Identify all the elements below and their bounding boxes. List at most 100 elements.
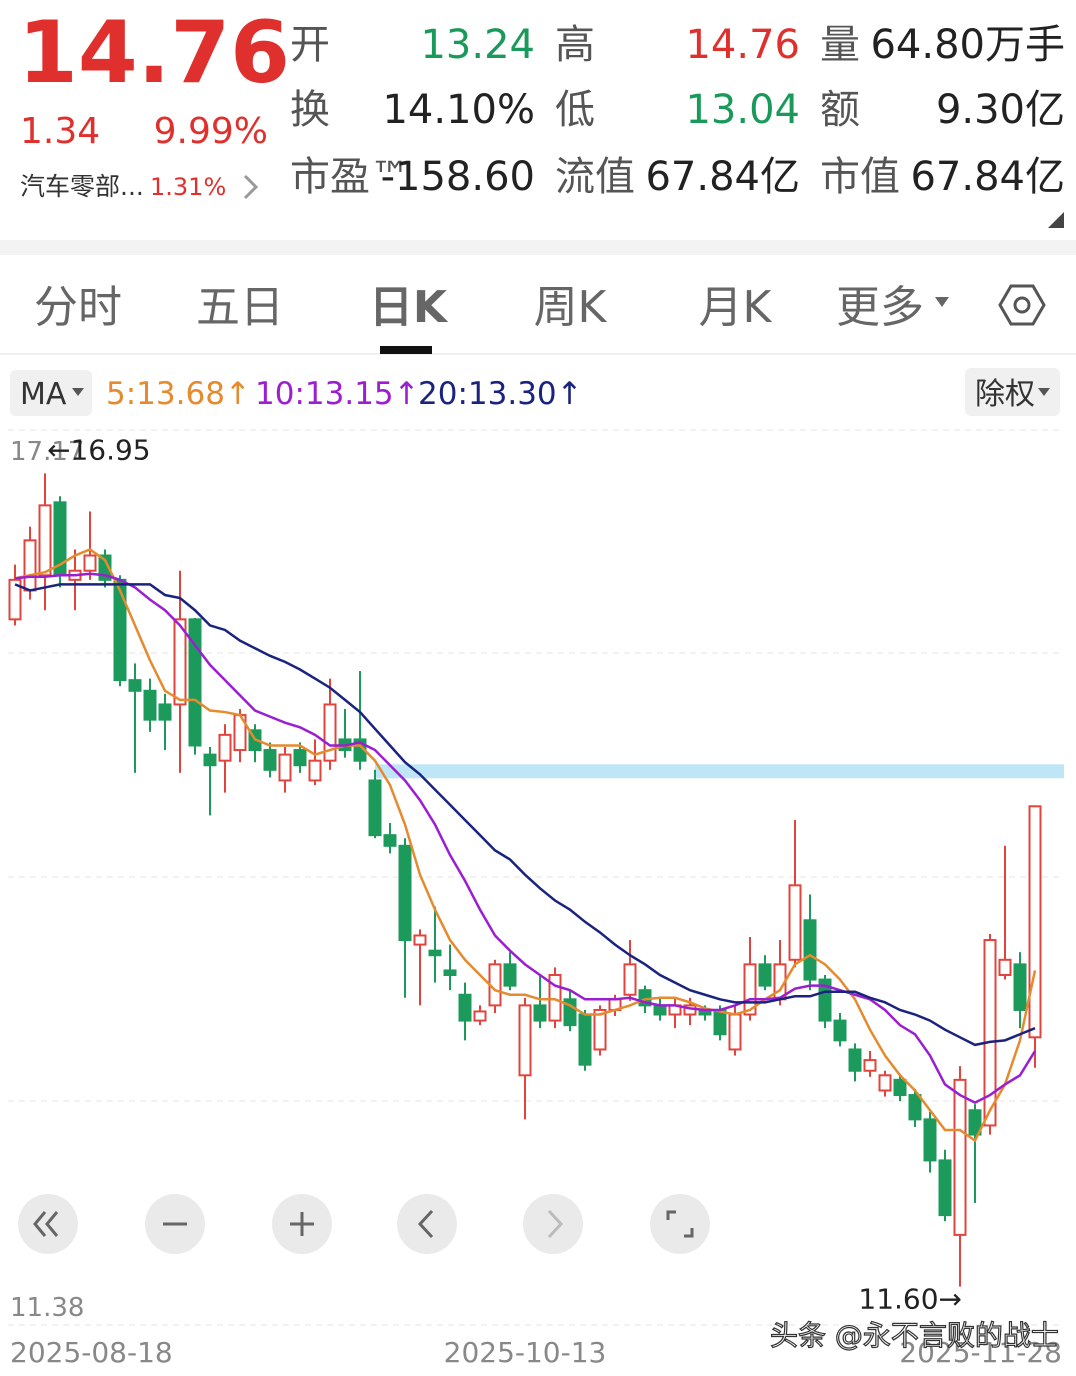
- change: 1.34: [20, 111, 100, 152]
- max-annotation: ←16.95: [47, 433, 151, 466]
- fullscreen[interactable]: [650, 1194, 710, 1254]
- tab[interactable]: 周K: [534, 282, 608, 333]
- candle-body: [983, 939, 997, 1127]
- tab[interactable]: 分时: [34, 282, 122, 333]
- watermark: 头条 @永不言败的战士: [770, 1319, 1059, 1352]
- candle-body: [473, 1010, 487, 1022]
- candle-body: [383, 834, 397, 847]
- candle-body: [788, 884, 802, 961]
- candle-body: [878, 1074, 892, 1092]
- candle-body: [503, 963, 517, 987]
- field-value: 13.24: [420, 22, 535, 68]
- candle-body: [143, 689, 157, 721]
- candle-body: [293, 749, 307, 767]
- x-tick-label: 2025-10-13: [444, 1336, 607, 1369]
- tab[interactable]: 更多: [836, 282, 924, 333]
- candle-body: [863, 1059, 877, 1072]
- candle-body: [758, 963, 772, 987]
- adjust-button-label[interactable]: 除权: [975, 377, 1035, 412]
- candle-body: [113, 578, 127, 682]
- field-label: 量: [820, 22, 860, 68]
- adjust-button[interactable]: [965, 368, 1060, 416]
- candle-body: [728, 1013, 742, 1051]
- separator: [0, 353, 1076, 355]
- candle-body: [893, 1078, 907, 1097]
- candle-body: [1013, 963, 1027, 1011]
- min-annotation: 11.60→: [858, 1283, 962, 1316]
- prev[interactable]: [397, 1194, 457, 1254]
- chart-controls: [18, 1194, 710, 1254]
- field-label: 市值: [820, 154, 900, 200]
- y-tick-label: 11.38: [10, 1293, 84, 1323]
- candle-body: [743, 963, 757, 1016]
- x-tick-label: 2025-11-28: [899, 1336, 1062, 1369]
- sector[interactable]: 汽车零部...: [20, 172, 144, 201]
- field-label: 低: [555, 87, 595, 133]
- x-tick-label: 2025-08-18: [10, 1336, 173, 1369]
- candle-body: [533, 1004, 547, 1022]
- candle-body: [173, 618, 187, 706]
- sector-pct: 1.31%: [150, 173, 226, 201]
- candle-body: [8, 578, 22, 621]
- level-line: [375, 764, 1064, 779]
- candle-body: [653, 1004, 667, 1016]
- candle-body: [83, 554, 97, 572]
- ma-line: [14, 572, 1037, 1105]
- field-value: 67.84亿: [910, 154, 1065, 200]
- candle-body: [263, 749, 277, 771]
- field-value: 67.84亿: [645, 154, 800, 200]
- candle-body: [38, 504, 52, 577]
- settings-icon[interactable]: [998, 284, 1046, 326]
- field-label: 高: [555, 22, 595, 68]
- ma-button[interactable]: [10, 370, 92, 416]
- field-value: -158.60: [381, 154, 535, 200]
- legend-entry: 10:13.15↑: [255, 376, 420, 412]
- candle-body: [428, 949, 442, 957]
- candle-body: [578, 1013, 592, 1066]
- ma-line: [14, 583, 1036, 1047]
- field-value: 64.80万手: [870, 22, 1065, 68]
- control-icons: [33, 1209, 694, 1239]
- ma-button-label[interactable]: MA: [20, 377, 67, 412]
- dropdown-arrow: [1038, 388, 1050, 396]
- field-value: 14.10%: [382, 87, 535, 133]
- field-label: 额: [820, 87, 860, 133]
- chevron[interactable]: [243, 174, 259, 200]
- candle-body: [23, 539, 37, 592]
- candle-body: [368, 779, 382, 837]
- candle-body: [593, 1008, 607, 1051]
- candle-body: [563, 998, 577, 1027]
- tab[interactable]: 月K: [699, 282, 773, 333]
- candle-body: [968, 1109, 982, 1136]
- candle-body: [818, 978, 832, 1022]
- field-label: 市盈™: [290, 154, 410, 200]
- field-value: 9.30亿: [936, 87, 1065, 133]
- tab-underline: [380, 346, 432, 354]
- candle-body: [923, 1118, 937, 1162]
- expand-icon[interactable]: [1048, 212, 1064, 228]
- candle-body: [458, 993, 472, 1022]
- grid: [8, 429, 1064, 1326]
- candle-body: [98, 554, 112, 581]
- candle-body: [998, 958, 1012, 976]
- candle-body: [278, 753, 292, 782]
- dropdown-arrow: [935, 297, 949, 307]
- y-tick-label: 17.17: [10, 437, 84, 467]
- legend-entry: 20:13.30↑: [418, 376, 583, 412]
- candle-body: [188, 618, 202, 747]
- candle-body: [953, 1078, 967, 1236]
- candle-body: [203, 753, 217, 767]
- legend-entry: 5:13.68↑: [106, 376, 251, 412]
- change-pct: 9.99%: [154, 111, 268, 152]
- field-value: 13.04: [685, 87, 800, 133]
- candle-body: [623, 963, 637, 996]
- candle-body: [908, 1094, 922, 1121]
- candle-body: [518, 1004, 532, 1077]
- tab[interactable]: 五日: [196, 282, 284, 333]
- candle-body: [398, 844, 412, 942]
- ma-line: [14, 548, 1037, 1143]
- next[interactable]: [523, 1194, 583, 1254]
- tab[interactable]: 日K: [369, 282, 449, 333]
